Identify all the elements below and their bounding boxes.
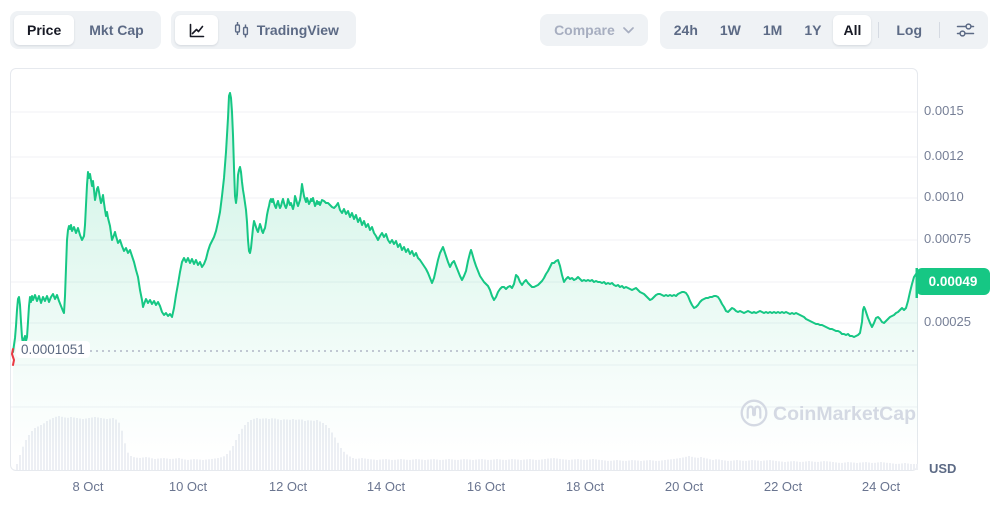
range-toggle: 24h 1W 1M 1Y All Log xyxy=(659,11,988,49)
current-price-badge: 0.00049 xyxy=(916,268,990,295)
y-axis-label: 0.0012 xyxy=(924,148,964,163)
x-axis-label: 10 Oct xyxy=(168,479,208,494)
price-mktcap-toggle: Price Mkt Cap xyxy=(10,11,161,49)
chevron-down-icon xyxy=(622,26,634,34)
x-axis-label: 20 Oct xyxy=(664,479,704,494)
divider xyxy=(878,22,880,38)
chart-toolbar: Price Mkt Cap xyxy=(10,11,988,49)
chart-panel[interactable]: CoinMarketCap xyxy=(10,68,918,471)
log-scale-button[interactable]: Log xyxy=(886,15,932,45)
line-chart-icon xyxy=(187,21,206,40)
y-axis-label: 0.0015 xyxy=(924,103,964,118)
y-axis-label: 0.00025 xyxy=(924,314,971,329)
watermark-text: CoinMarketCap xyxy=(773,403,916,425)
y-axis-label: 0.0010 xyxy=(924,189,964,204)
compare-label: Compare xyxy=(554,22,615,38)
x-axis-label: 12 Oct xyxy=(268,479,308,494)
compare-button[interactable]: Compare xyxy=(540,14,648,46)
line-chart-button[interactable] xyxy=(174,15,218,45)
chart-settings-button[interactable] xyxy=(947,15,984,45)
tradingview-label: TradingView xyxy=(256,22,339,38)
price-line xyxy=(12,92,918,353)
price-chart-canvas[interactable]: CoinMarketCap xyxy=(10,68,918,471)
price-tab[interactable]: Price xyxy=(14,15,75,45)
chart-type-toggle: TradingView xyxy=(170,11,356,49)
candlestick-icon xyxy=(233,21,250,39)
coinmarketcap-logo-icon xyxy=(740,399,768,427)
range-button-1w[interactable]: 1W xyxy=(710,15,751,45)
watermark: CoinMarketCap xyxy=(740,399,916,427)
range-button-1m[interactable]: 1M xyxy=(753,15,792,45)
divider xyxy=(939,22,940,38)
x-axis-label: 14 Oct xyxy=(366,479,406,494)
x-axis-label: 24 Oct xyxy=(861,479,901,494)
reference-price-label: 0.0001051 xyxy=(16,341,90,358)
x-axis-label: 22 Oct xyxy=(763,479,803,494)
range-button-1y[interactable]: 1Y xyxy=(794,15,831,45)
currency-unit-label: USD xyxy=(929,461,957,476)
range-button-all[interactable]: All xyxy=(833,15,872,45)
mktcap-tab[interactable]: Mkt Cap xyxy=(76,15,156,45)
y-axis-label: 0.00075 xyxy=(924,231,971,246)
x-axis-label: 8 Oct xyxy=(72,479,104,494)
x-axis-label: 16 Oct xyxy=(466,479,506,494)
x-axis-label: 18 Oct xyxy=(565,479,605,494)
tradingview-button[interactable]: TradingView xyxy=(220,15,352,45)
range-buttons: 24h 1W 1M 1Y All xyxy=(664,15,872,45)
range-button-24h[interactable]: 24h xyxy=(664,15,708,45)
sliders-icon xyxy=(956,22,975,38)
red-start-segment xyxy=(11,348,15,366)
